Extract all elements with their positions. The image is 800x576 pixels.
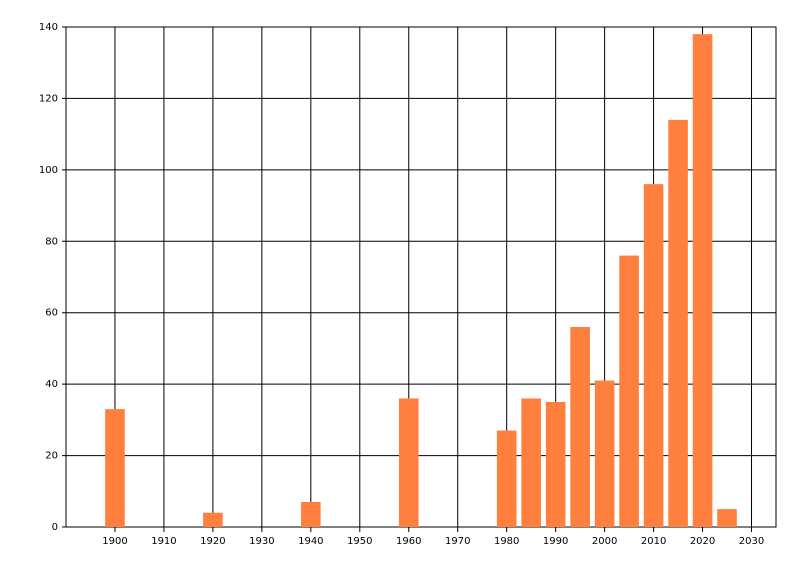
y-tick-label: 0: [52, 522, 58, 533]
y-tick-label: 20: [45, 451, 58, 462]
bar: [594, 380, 615, 527]
x-tick-label: 1950: [347, 536, 372, 547]
plot-frame: [65, 26, 777, 528]
y-tick-label: 40: [45, 379, 58, 390]
x-tick-label: 1960: [396, 536, 421, 547]
bar: [545, 402, 566, 527]
y-tick-label: 120: [39, 93, 58, 104]
y-tick-label: 80: [45, 236, 58, 247]
x-tick-label: 1930: [249, 536, 274, 547]
bar: [203, 512, 223, 527]
x-tick-label: 1900: [102, 536, 127, 547]
x-tick-label: 1920: [200, 536, 225, 547]
x-tick-label: 2000: [592, 536, 617, 547]
x-tick-label: 1980: [494, 536, 519, 547]
x-tick-label: 1970: [445, 536, 470, 547]
bar: [619, 255, 639, 528]
bar: [668, 119, 688, 527]
bar: [398, 398, 419, 527]
x-tick-label: 1990: [543, 536, 568, 547]
x-tick-label: 1940: [298, 536, 323, 547]
x-tick-label: 1910: [151, 536, 176, 547]
bar: [717, 509, 737, 527]
bar: [105, 409, 125, 527]
y-tick-label: 140: [39, 22, 58, 33]
y-tick-label: 60: [45, 308, 58, 319]
bar: [496, 430, 517, 527]
bar: [643, 184, 664, 527]
y-tick-label: 100: [39, 165, 58, 176]
x-tick-label: 2030: [739, 536, 764, 547]
bar: [521, 398, 541, 527]
bar: [692, 34, 713, 528]
x-tick-label: 2010: [641, 536, 666, 547]
bar: [301, 502, 321, 527]
x-tick-label: 2020: [690, 536, 715, 547]
bar: [570, 327, 590, 527]
